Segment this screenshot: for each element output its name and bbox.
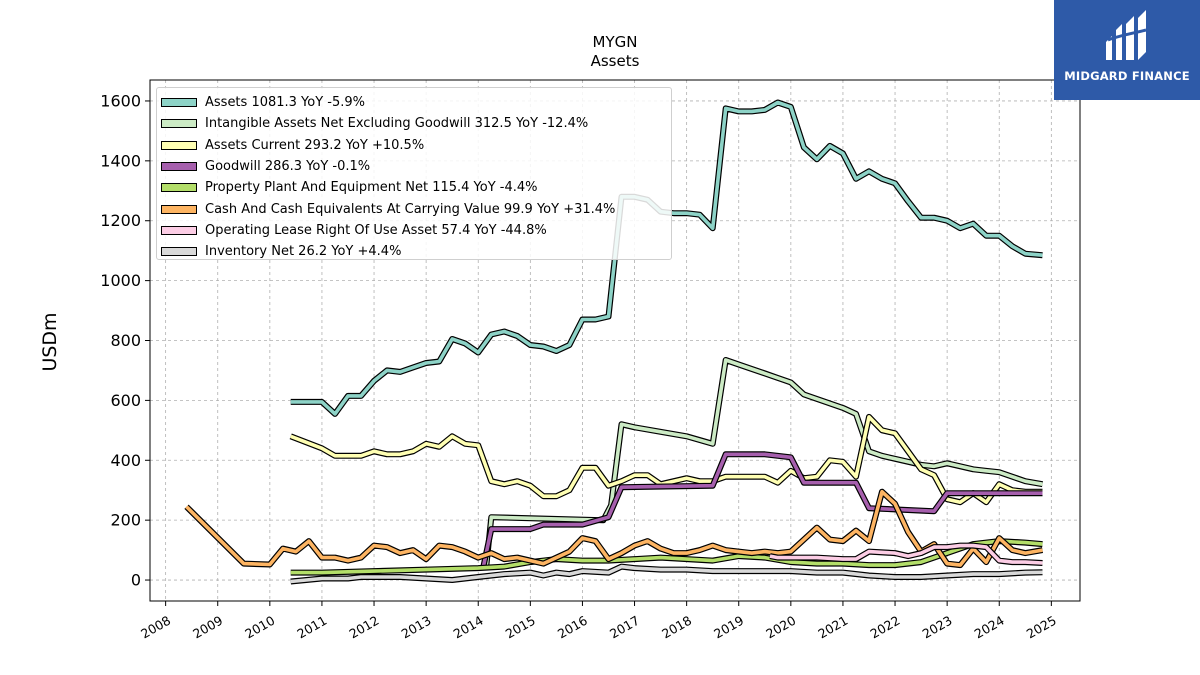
series-line xyxy=(290,415,1043,505)
y-tick-label: 1400 xyxy=(100,151,141,170)
x-tick-label: 2019 xyxy=(711,613,746,642)
series-line xyxy=(290,100,1043,416)
x-tick-label: 2014 xyxy=(451,613,486,642)
series-goodwill xyxy=(480,451,1043,568)
legend-swatch xyxy=(161,162,197,172)
y-tick-label: 1000 xyxy=(100,271,141,290)
series-assets xyxy=(290,99,1043,417)
legend-label: Assets 1081.3 YoY -5.9% xyxy=(205,95,366,111)
series-line xyxy=(481,452,1043,567)
x-tick-label: 2020 xyxy=(763,613,798,642)
x-axis: 2008 2009 2010 2011 2012 2013 2014 2015 2016 2017… xyxy=(138,601,1059,642)
legend: Assets 1081.3 YoY -5.9% Intangible Assets… xyxy=(156,87,672,260)
series-line xyxy=(484,358,1043,569)
legend-swatch xyxy=(161,247,197,257)
legend-item: Operating Lease Right Of Use Asset 57.4 … xyxy=(157,220,671,241)
legend-swatch xyxy=(161,204,197,214)
x-tick-label: 2025 xyxy=(1024,613,1059,642)
chart-subtitle: Assets xyxy=(590,52,640,70)
x-tick-label: 2008 xyxy=(138,613,173,642)
x-tick-label: 2012 xyxy=(346,613,381,642)
x-tick-label: 2017 xyxy=(607,613,642,642)
legend-label: Goodwill 286.3 YoY -0.1% xyxy=(205,159,371,175)
y-tick-label: 1200 xyxy=(100,211,141,230)
x-tick-label: 2009 xyxy=(190,613,225,642)
legend-item: Inventory Net 26.2 YoY +4.4% xyxy=(157,241,671,262)
legend-swatch xyxy=(161,225,197,235)
legend-item: Cash And Cash Equivalents At Carrying Va… xyxy=(157,198,671,219)
y-tick-label: 400 xyxy=(110,451,141,470)
midgard-finance-logo: MIDGARD FINANCE xyxy=(1054,0,1200,100)
series-property-plant-and-equipment-net xyxy=(290,538,1043,576)
series-cash-and-cash-equivalents-at-carrying-value xyxy=(184,488,1044,569)
logo-text: MIDGARD FINANCE xyxy=(1064,69,1190,83)
x-tick-label: 2010 xyxy=(242,613,277,642)
x-tick-label: 2011 xyxy=(294,613,329,642)
series-line xyxy=(185,489,1043,567)
x-tick-label: 2023 xyxy=(920,613,955,642)
legend-item: Intangible Assets Net Excluding Goodwill… xyxy=(157,113,671,134)
x-tick-label: 2018 xyxy=(659,613,694,642)
x-tick-label: 2021 xyxy=(815,613,850,642)
series-line xyxy=(290,564,1043,584)
x-tick-label: 2013 xyxy=(399,613,434,642)
x-tick-label: 2016 xyxy=(555,613,590,642)
legend-label: Property Plant And Equipment Net 115.4 Y… xyxy=(205,180,538,196)
chart-title: MYGN xyxy=(592,33,638,51)
x-tick-label: 2022 xyxy=(867,613,902,642)
x-tick-label: 2024 xyxy=(972,613,1007,642)
series-inventory-net xyxy=(290,563,1043,585)
y-axis: 0 200 400 600 800 1000 1200 1400 1600 xyxy=(100,91,150,590)
legend-item: Goodwill 286.3 YoY -0.1% xyxy=(157,156,671,177)
y-axis-label: USDm xyxy=(39,312,61,372)
legend-swatch xyxy=(161,119,197,129)
series-operating-lease-right-of-use-asset xyxy=(769,542,1043,566)
series-line xyxy=(290,539,1043,575)
logo-mark-icon xyxy=(1106,10,1147,60)
legend-swatch xyxy=(161,98,197,108)
x-tick-label: 2015 xyxy=(503,613,538,642)
series-line-outline xyxy=(483,357,1044,569)
legend-item: Property Plant And Equipment Net 115.4 Y… xyxy=(157,177,671,198)
y-tick-label: 200 xyxy=(110,511,141,530)
legend-label: Operating Lease Right Of Use Asset 57.4 … xyxy=(205,222,547,238)
legend-label: Assets Current 293.2 YoY +10.5% xyxy=(205,137,425,153)
series-intangible-assets-net-excluding-goodwill xyxy=(483,357,1044,569)
series-assets-current xyxy=(289,413,1043,506)
series-line xyxy=(769,543,1043,565)
legend-label: Cash And Cash Equivalents At Carrying Va… xyxy=(205,201,616,217)
y-tick-label: 1600 xyxy=(100,91,141,110)
legend-item: Assets 1081.3 YoY -5.9% xyxy=(157,92,671,113)
series-lines xyxy=(184,99,1044,585)
legend-swatch xyxy=(161,183,197,193)
y-tick-label: 600 xyxy=(110,391,141,410)
y-tick-label: 0 xyxy=(131,571,141,590)
legend-item: Assets Current 293.2 YoY +10.5% xyxy=(157,135,671,156)
y-tick-label: 800 xyxy=(110,331,141,350)
legend-label: Intangible Assets Net Excluding Goodwill… xyxy=(205,116,589,132)
legend-swatch xyxy=(161,140,197,150)
legend-label: Inventory Net 26.2 YoY +4.4% xyxy=(205,244,402,260)
